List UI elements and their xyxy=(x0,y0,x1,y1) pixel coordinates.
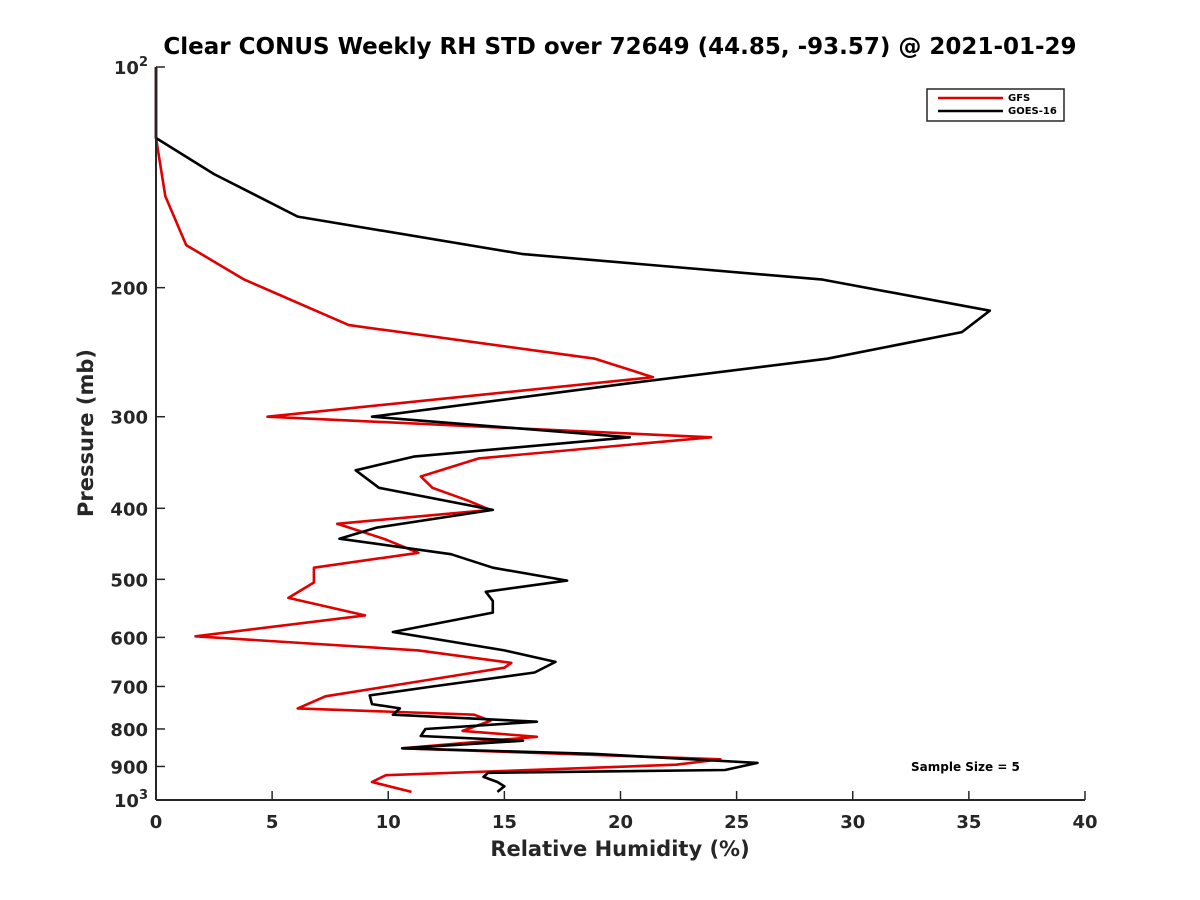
x-tick-label: 30 xyxy=(840,812,865,833)
y-tick-label: 400 xyxy=(110,499,148,520)
y-tick-label: 600 xyxy=(110,628,148,649)
series-line-gfs xyxy=(154,67,722,794)
legend-box xyxy=(926,88,1065,122)
series-line-goes16 xyxy=(154,67,992,793)
y-tick-label: 200 xyxy=(110,279,148,300)
y-tick-label: 800 xyxy=(110,720,148,741)
legend: GFS GOES-16 xyxy=(926,88,1065,122)
x-tick-label: 0 xyxy=(150,812,163,833)
x-tick-label: 20 xyxy=(608,812,633,833)
x-tick-label: 25 xyxy=(724,812,749,833)
chart-title: Clear CONUS Weekly RH STD over 72649 (44… xyxy=(163,34,1076,60)
x-ticks: 0 5 10 15 20 25 30 35 40 xyxy=(150,791,1098,833)
x-tick-label: 5 xyxy=(266,812,279,833)
y-tick-label: 300 xyxy=(110,408,148,429)
sample-size-annotation: Sample Size = 5 xyxy=(911,760,1020,774)
x-tick-label: 35 xyxy=(956,812,981,833)
y-ticks: 102 200 300 400 500 600 700 800 900 103 xyxy=(110,55,165,812)
y-tick-label: 103 xyxy=(114,788,148,812)
y-tick-label: 900 xyxy=(110,757,148,778)
x-axis-label: Relative Humidity (%) xyxy=(490,837,749,861)
series-layer xyxy=(154,67,992,794)
legend-label-gfs: GFS xyxy=(1008,93,1030,104)
y-tick-label: 102 xyxy=(114,55,148,79)
y-tick-label: 500 xyxy=(110,570,148,591)
x-tick-label: 10 xyxy=(376,812,401,833)
legend-label-goes16: GOES-16 xyxy=(1008,106,1057,117)
x-tick-label: 40 xyxy=(1072,812,1097,833)
x-tick-label: 15 xyxy=(492,812,517,833)
y-tick-label: 700 xyxy=(110,677,148,698)
y-axis-label: Pressure (mb) xyxy=(74,349,98,517)
